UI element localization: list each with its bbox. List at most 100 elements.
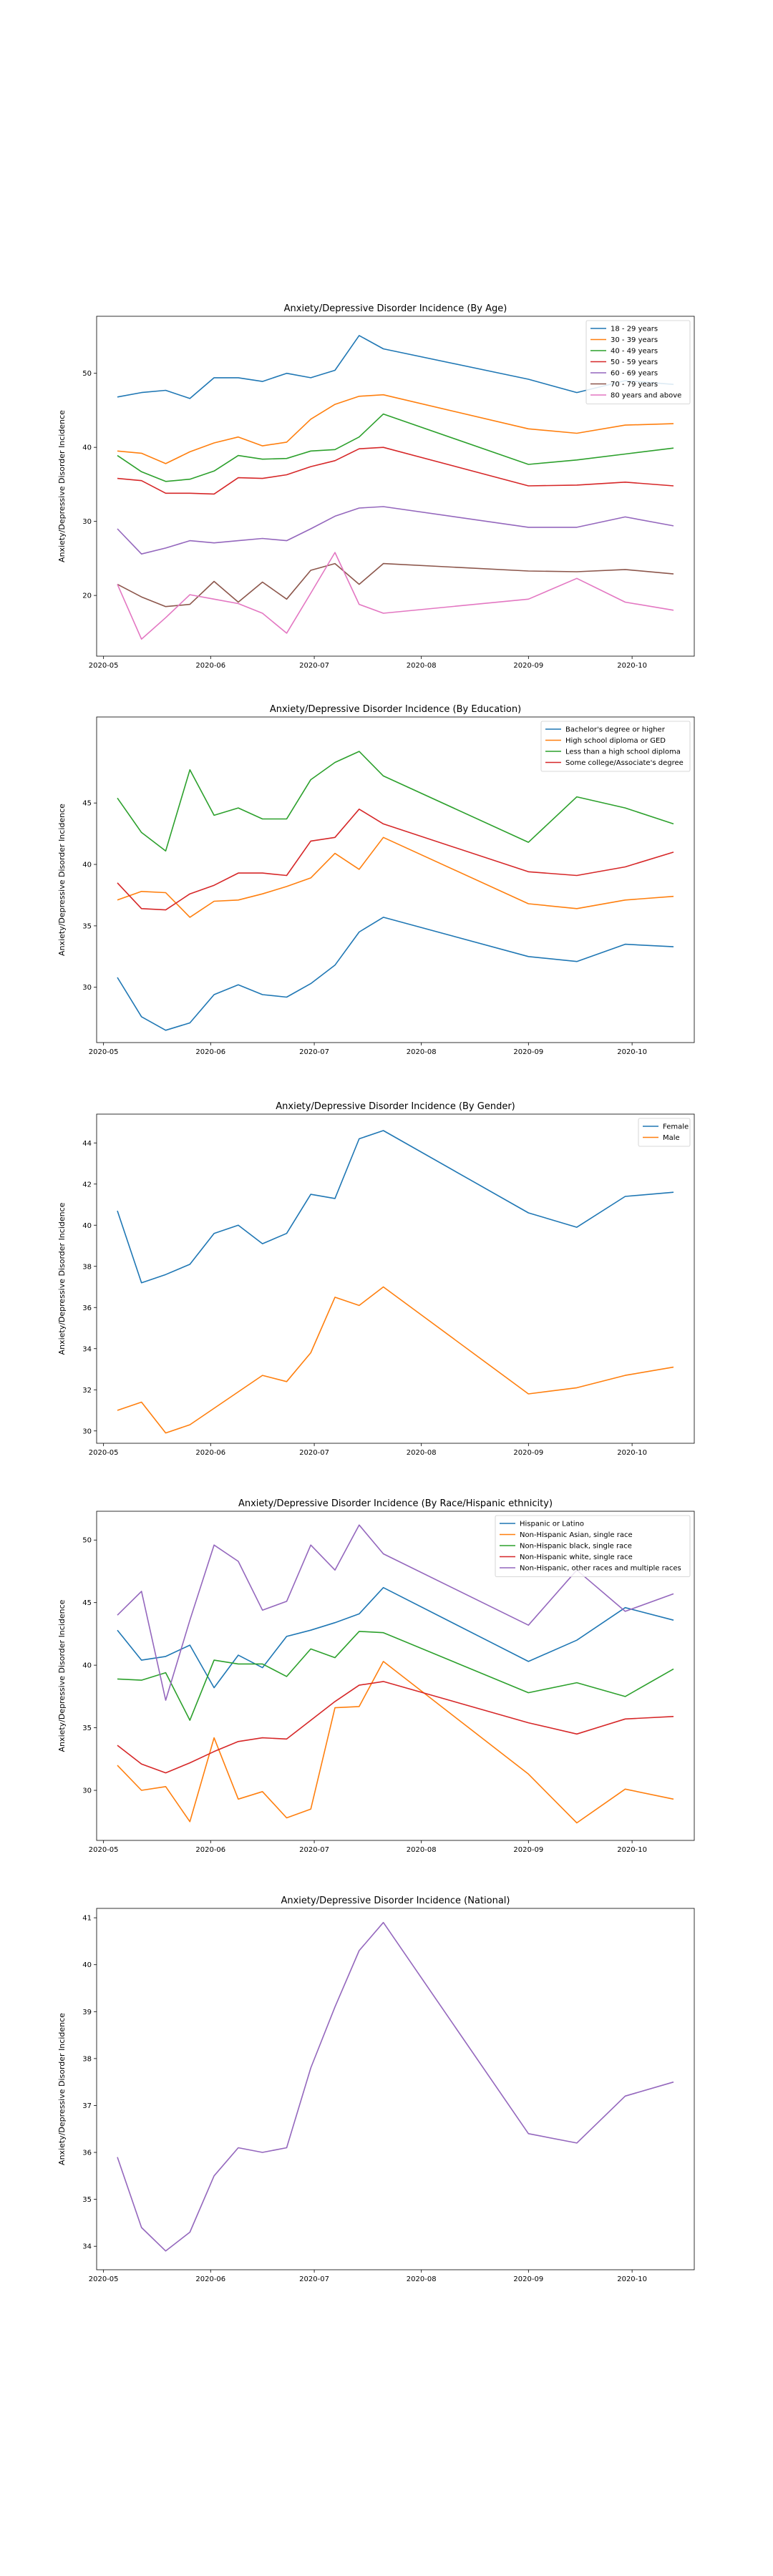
series-line <box>117 1631 674 1721</box>
plot-frame <box>96 1113 695 1444</box>
x-tick-label: 2020-10 <box>617 1846 647 1854</box>
y-axis-label: Anxiety/Depressive Disorder Incidence <box>57 804 67 956</box>
legend-label: 70 - 79 years <box>611 381 658 389</box>
series-line <box>117 335 674 399</box>
y-tick-label: 38 <box>82 2055 92 2063</box>
legend-box <box>585 320 691 404</box>
x-tick-label: 2020-05 <box>89 1846 119 1854</box>
x-tick-label: 2020-06 <box>195 662 225 670</box>
y-axis-label: Anxiety/Depressive Disorder Incidence <box>57 2013 67 2165</box>
y-tick-label: 39 <box>82 2009 92 2016</box>
x-tick-label: 2020-10 <box>617 1449 647 1457</box>
y-tick-label: 50 <box>82 370 92 378</box>
chart-by-education: Anxiety/Depressive Disorder Incidence (B… <box>57 704 695 1056</box>
series-line <box>117 917 674 1031</box>
legend-label: 50 - 59 years <box>611 358 658 366</box>
legend-label: 80 years and above <box>611 392 681 400</box>
legend-label: Male <box>663 1134 680 1142</box>
y-tick-label: 41 <box>82 1915 92 1923</box>
y-tick-label: 37 <box>82 2102 92 2110</box>
legend-label: Non-Hispanic white, single race <box>520 1553 633 1561</box>
y-tick-label: 36 <box>82 2150 92 2157</box>
chart-title: Anxiety/Depressive Disorder Incidence (N… <box>281 1896 510 1906</box>
x-tick-label: 2020-07 <box>299 662 329 670</box>
series-line <box>117 1586 674 1689</box>
y-axis-label: Anxiety/Depressive Disorder Incidence <box>57 1599 67 1752</box>
y-tick-label: 45 <box>82 1599 92 1607</box>
legend-label: Non-Hispanic black, single race <box>520 1543 632 1551</box>
x-tick-label: 2020-06 <box>195 1846 225 1854</box>
x-tick-label: 2020-08 <box>407 2275 437 2283</box>
y-tick-label: 35 <box>82 922 92 930</box>
x-tick-label: 2020-10 <box>617 2275 647 2283</box>
y-tick-label: 40 <box>82 862 92 869</box>
y-axis-label: Anxiety/Depressive Disorder Incidence <box>57 1202 67 1355</box>
series-line <box>117 751 674 852</box>
legend-box <box>540 721 691 772</box>
legend-label: High school diploma or GED <box>565 737 666 745</box>
x-tick-label: 2020-08 <box>407 662 437 670</box>
chart-title: Anxiety/Depressive Disorder Incidence (B… <box>276 1101 515 1112</box>
series-line <box>117 506 674 555</box>
x-tick-label: 2020-09 <box>513 1846 543 1854</box>
x-tick-label: 2020-06 <box>195 2275 225 2283</box>
x-tick-label: 2020-05 <box>89 2275 119 2283</box>
y-tick-label: 34 <box>82 1345 92 1353</box>
x-tick-label: 2020-07 <box>299 1449 329 1457</box>
x-tick-label: 2020-07 <box>299 1846 329 1854</box>
plot-frame <box>96 1511 695 1841</box>
series-line <box>117 1681 674 1774</box>
y-tick-label: 35 <box>82 2196 92 2204</box>
x-tick-label: 2020-05 <box>89 1048 119 1056</box>
series-line <box>117 836 674 918</box>
legend-label: Some college/Associate's degree <box>565 759 684 767</box>
legend-label: Hispanic or Latino <box>520 1521 584 1528</box>
x-tick-label: 2020-10 <box>617 1048 647 1056</box>
plot-frame <box>96 716 695 1043</box>
y-tick-label: 40 <box>82 1662 92 1670</box>
series-line <box>117 394 674 464</box>
y-tick-label: 30 <box>82 1428 92 1435</box>
legend-label: 18 - 29 years <box>611 326 658 333</box>
y-tick-label: 40 <box>82 1961 92 1969</box>
x-tick-label: 2020-06 <box>195 1048 225 1056</box>
legend-label: Female <box>663 1123 689 1131</box>
y-tick-label: 36 <box>82 1304 92 1312</box>
legend-label: 30 - 39 years <box>611 336 658 344</box>
series-line <box>117 1286 674 1434</box>
legend-label: Bachelor's degree or higher <box>565 726 666 734</box>
y-tick-label: 42 <box>82 1181 92 1189</box>
chart-national: Anxiety/Depressive Disorder Incidence (N… <box>57 1896 695 2283</box>
chart-title: Anxiety/Depressive Disorder Incidence (B… <box>270 704 521 715</box>
legend-label: 60 - 69 years <box>611 370 658 378</box>
y-tick-label: 45 <box>82 800 92 808</box>
y-tick-label: 44 <box>82 1140 92 1148</box>
series-line <box>117 1921 674 2252</box>
y-tick-label: 35 <box>82 1724 92 1732</box>
y-tick-label: 30 <box>82 518 92 526</box>
legend-label: Non-Hispanic Asian, single race <box>520 1531 633 1539</box>
legend-label: Non-Hispanic, other races and multiple r… <box>520 1565 681 1573</box>
x-tick-label: 2020-09 <box>513 1449 543 1457</box>
y-tick-label: 38 <box>82 1263 92 1271</box>
plot-frame <box>96 316 695 657</box>
chart-by-age: Anxiety/Depressive Disorder Incidence (B… <box>57 303 695 670</box>
plot-frame <box>96 1908 695 2270</box>
y-tick-label: 40 <box>82 1222 92 1230</box>
x-tick-label: 2020-08 <box>407 1449 437 1457</box>
x-tick-label: 2020-05 <box>89 1449 119 1457</box>
series-line <box>117 552 674 640</box>
x-tick-label: 2020-08 <box>407 1048 437 1056</box>
x-tick-label: 2020-09 <box>513 662 543 670</box>
series-line <box>117 413 674 482</box>
series-line <box>117 447 674 495</box>
legend-box <box>495 1515 691 1577</box>
y-tick-label: 32 <box>82 1387 92 1395</box>
series-line <box>117 809 674 911</box>
legend-label: Less than a high school diploma <box>565 748 681 756</box>
series-line <box>117 1661 674 1824</box>
x-tick-label: 2020-07 <box>299 1048 329 1056</box>
chart-by-race-ethnicity: Anxiety/Depressive Disorder Incidence (B… <box>57 1498 695 1854</box>
x-tick-label: 2020-05 <box>89 662 119 670</box>
y-tick-label: 50 <box>82 1537 92 1545</box>
